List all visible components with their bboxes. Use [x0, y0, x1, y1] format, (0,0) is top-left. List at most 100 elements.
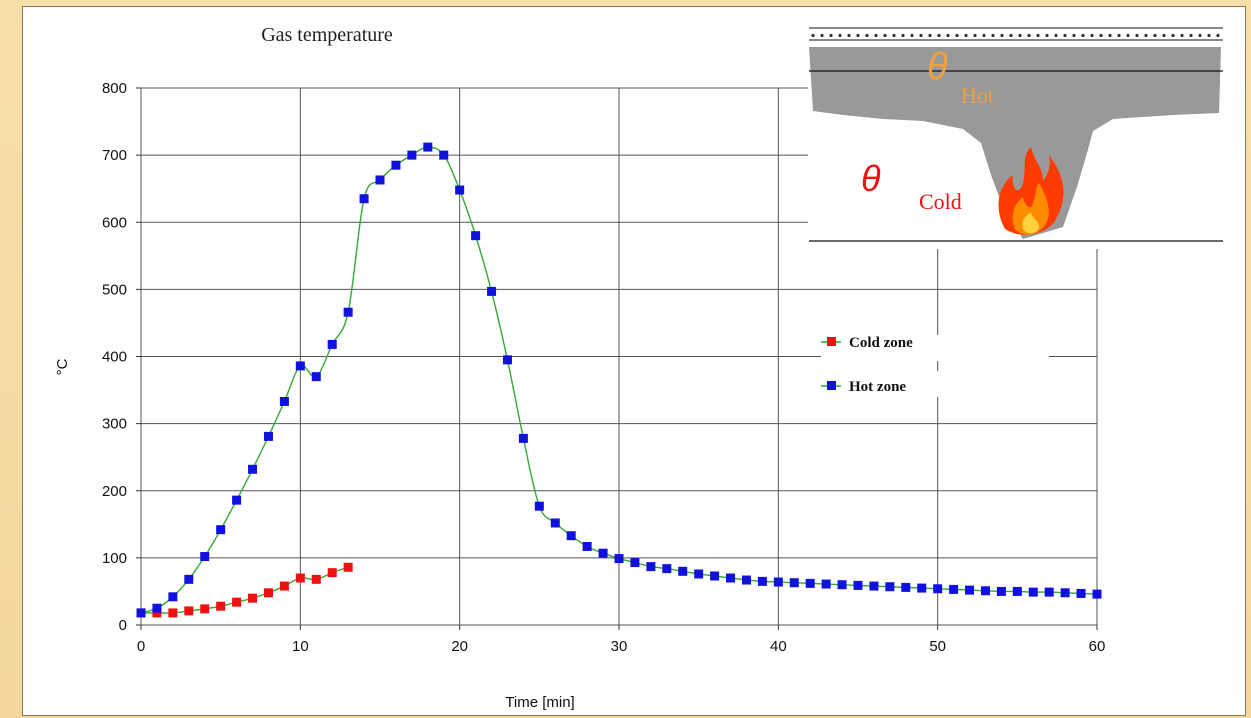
- data-point: [279, 581, 289, 591]
- ceiling-dot: [1153, 33, 1157, 38]
- y-tick-label: 300: [102, 416, 127, 433]
- axes: 0 100 200 300 400 500 600 700 800 0 10 20 30 40 50 60: [102, 80, 1105, 655]
- y-tick-label: 700: [102, 147, 127, 164]
- data-point: [518, 433, 528, 443]
- data-point: [295, 573, 305, 583]
- data-point: [1092, 589, 1102, 599]
- data-point: [375, 175, 385, 185]
- ceiling-dot: [955, 33, 959, 38]
- data-point: [996, 586, 1006, 596]
- ceiling-dot: [856, 33, 860, 38]
- series-layer: [136, 142, 1102, 618]
- ceiling-dot: [1009, 33, 1013, 38]
- data-point: [789, 578, 799, 588]
- ceiling-dot: [964, 33, 968, 38]
- y-tick-label: 800: [102, 80, 127, 97]
- data-point: [662, 564, 672, 574]
- chart-title: Gas temperature: [261, 24, 393, 46]
- y-tick-label: 200: [102, 483, 127, 500]
- data-point: [980, 586, 990, 596]
- data-point: [279, 396, 289, 406]
- ceiling-dot: [1108, 33, 1112, 38]
- ceiling-dot: [973, 33, 977, 38]
- data-point: [471, 231, 481, 241]
- data-point: [216, 525, 226, 535]
- x-tick-label: 20: [451, 638, 468, 655]
- ceiling-dot: [820, 33, 824, 38]
- ceiling-dot: [1045, 33, 1049, 38]
- ceiling-dot: [1189, 33, 1193, 38]
- ceiling-dot: [811, 33, 815, 38]
- cold-label: Cold: [919, 189, 962, 214]
- chart-svg: 0 100 200 300 400 500 600 700 800 0 10 20 30 40 50 60 G…: [54, 21, 1223, 711]
- data-point: [1044, 587, 1054, 597]
- data-point: [152, 603, 162, 613]
- data-point: [965, 585, 975, 595]
- x-tick-label: 60: [1089, 638, 1106, 655]
- data-point: [295, 361, 305, 371]
- smoke-layer: [809, 47, 1221, 239]
- data-point: [263, 431, 273, 441]
- ceiling-dot: [1207, 33, 1211, 38]
- ceiling-dot: [946, 33, 950, 38]
- inset-diagram: θ Hot θ Cold: [808, 21, 1223, 249]
- ceiling-dot: [883, 33, 887, 38]
- data-point: [566, 531, 576, 541]
- data-point: [263, 588, 273, 598]
- ceiling-dot: [1054, 33, 1058, 38]
- data-point: [678, 566, 688, 576]
- data-point: [821, 579, 831, 589]
- hot-label: Hot: [961, 83, 994, 108]
- data-point: [757, 576, 767, 586]
- ceiling-dot: [991, 33, 995, 38]
- data-point: [582, 541, 592, 551]
- data-point: [598, 548, 608, 558]
- ceiling-dot: [1018, 33, 1022, 38]
- series-line: [140, 566, 349, 614]
- ceiling-dot: [1144, 33, 1148, 38]
- data-point: [184, 574, 194, 584]
- chart-frame: 0 100 200 300 400 500 600 700 800 0 10 20 30 40 50 60 G…: [22, 6, 1246, 716]
- ceiling-dot: [1135, 33, 1139, 38]
- ceiling-dot: [847, 33, 851, 38]
- hot-theta-symbol: θ: [927, 46, 948, 88]
- data-point: [630, 558, 640, 568]
- y-axis-label: °C: [54, 358, 71, 375]
- x-tick-label: 30: [611, 638, 628, 655]
- ceiling-dot: [1171, 33, 1175, 38]
- data-point: [741, 575, 751, 585]
- ceiling-dot: [1162, 33, 1166, 38]
- data-point: [168, 608, 178, 618]
- data-point: [550, 518, 560, 528]
- data-point: [168, 592, 178, 602]
- data-point: [933, 584, 943, 594]
- ceiling-dot: [1216, 33, 1220, 38]
- data-point: [1012, 586, 1022, 596]
- data-point: [614, 554, 624, 564]
- data-point: [248, 464, 258, 474]
- data-point: [311, 372, 321, 382]
- ceiling-dot: [865, 33, 869, 38]
- ceiling-texture: [811, 33, 1220, 38]
- data-point: [232, 495, 242, 505]
- x-tick-label: 10: [292, 638, 309, 655]
- data-point: [949, 584, 959, 594]
- data-point: [439, 150, 449, 160]
- ceiling-dot: [1000, 33, 1004, 38]
- data-point: [502, 355, 512, 365]
- data-point: [869, 581, 879, 591]
- data-point: [200, 552, 210, 562]
- data-point: [837, 580, 847, 590]
- flame-icon: [998, 147, 1064, 235]
- series-cold-zone: [136, 562, 353, 618]
- data-point: [487, 286, 497, 296]
- data-point: [391, 160, 401, 170]
- ceiling-dot: [982, 33, 986, 38]
- ceiling-dot: [1063, 33, 1067, 38]
- legend-label-hot: Hot zone: [849, 379, 906, 395]
- data-point: [726, 573, 736, 583]
- data-point: [327, 568, 337, 578]
- data-point: [407, 150, 417, 160]
- y-tick-label: 500: [102, 281, 127, 298]
- ceiling-dot: [901, 33, 905, 38]
